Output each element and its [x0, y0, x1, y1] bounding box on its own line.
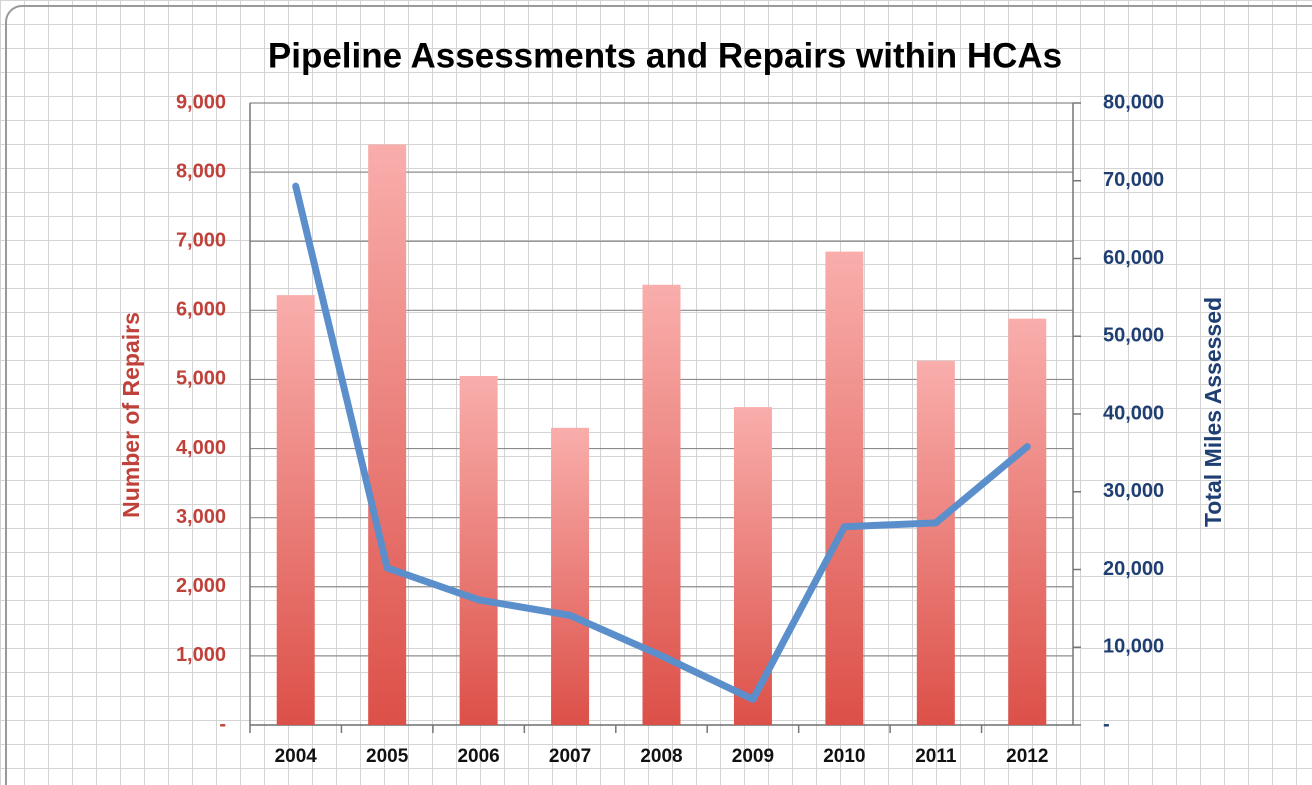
y2-tick-label: 10,000: [1103, 636, 1164, 658]
y2-tick-label: 20,000: [1103, 558, 1164, 580]
bar: [459, 375, 498, 725]
y-tick-label: 6,000: [176, 299, 226, 321]
x-tick-label: 2006: [457, 746, 499, 767]
y-tick-label: 7,000: [176, 230, 226, 252]
y-tick-label: 2,000: [176, 575, 226, 597]
x-tick-label: 2008: [640, 746, 682, 767]
y2-tick-label: 80,000: [1103, 91, 1164, 113]
y-tick-label: -: [219, 713, 226, 735]
y2-tick-label: 40,000: [1103, 402, 1164, 424]
x-tick-label: 2005: [366, 746, 409, 767]
y2-axis-title: Total Miles Assessed: [1200, 297, 1226, 527]
x-tick-label: 2010: [823, 746, 865, 767]
y-tick-label: 3,000: [176, 506, 226, 528]
bar: [551, 427, 590, 725]
y-axis-title: Number of Repairs: [118, 312, 144, 518]
y-tick-label: 5,000: [176, 368, 226, 390]
bar: [1008, 318, 1047, 725]
x-tick-label: 2004: [275, 746, 318, 767]
bar: [916, 360, 955, 725]
bar: [368, 144, 407, 725]
y-tick-label: 9,000: [176, 91, 226, 113]
bar: [825, 251, 864, 726]
y-tick-label: 1,000: [176, 644, 226, 666]
y2-tick-label: 70,000: [1103, 169, 1164, 191]
chart-title: Pipeline Assessments and Repairs within …: [268, 36, 1062, 75]
x-tick-label: 2011: [915, 746, 957, 767]
y-tick-label: 8,000: [176, 160, 226, 182]
panel-border: [5, 5, 1312, 785]
y-tick-label: 4,000: [176, 437, 226, 459]
x-tick-label: 2009: [732, 746, 774, 767]
line: [292, 182, 1031, 703]
x-tick-label: 2007: [549, 746, 591, 767]
y2-tick-label: 50,000: [1103, 325, 1164, 347]
x-tick-label: 2012: [1006, 746, 1048, 767]
y2-tick-label: 60,000: [1103, 247, 1164, 269]
bar: [276, 295, 315, 725]
y2-tick-label: -: [1103, 713, 1110, 735]
y2-tick-label: 30,000: [1103, 480, 1164, 502]
